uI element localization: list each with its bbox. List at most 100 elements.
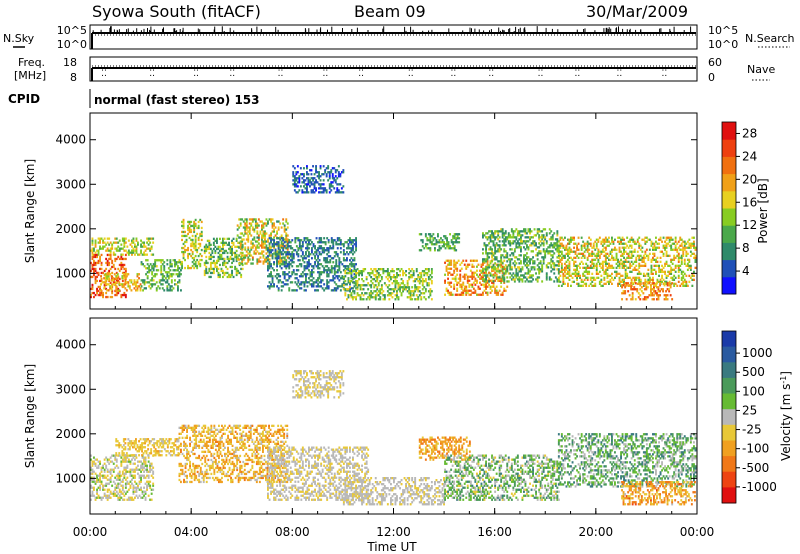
data-cell: [677, 246, 680, 249]
data-cell: [370, 268, 373, 271]
data-cell: [594, 254, 597, 257]
data-cell: [333, 289, 336, 292]
data-cell: [329, 279, 332, 282]
data-cell: [423, 272, 426, 275]
data-cell: [135, 289, 137, 292]
data-cell: [235, 259, 238, 263]
data-cell: [355, 249, 357, 252]
data-cell: [685, 282, 688, 285]
data-cell: [319, 191, 322, 194]
data-cell: [115, 271, 118, 275]
data-cell: [409, 274, 412, 277]
data-cell: [562, 268, 565, 271]
data-cell: [187, 226, 189, 230]
data-cell: [337, 173, 340, 176]
data-cell: [659, 236, 662, 239]
data-cell: [103, 287, 106, 290]
data-cell: [538, 268, 541, 271]
data-cell: [135, 245, 138, 248]
data-cell: [626, 252, 629, 255]
data-cell: [306, 237, 309, 240]
data-cell: [503, 240, 506, 243]
data-cell: [103, 462, 106, 465]
data-cell: [454, 277, 457, 280]
data-cell: [683, 248, 686, 251]
data-cell: [100, 474, 103, 477]
data-cell: [342, 288, 345, 291]
data-cell: [370, 290, 373, 293]
data-cell: [427, 247, 430, 250]
data-cell: [254, 246, 257, 249]
data-cell: [293, 181, 296, 184]
data-cell: [193, 246, 196, 250]
data-cell: [629, 240, 632, 243]
data-cell: [136, 273, 139, 276]
data-cell: [497, 248, 500, 251]
data-cell: [524, 258, 527, 261]
data-cell: [331, 167, 334, 170]
data-cell: [661, 240, 663, 243]
data-cell: [663, 298, 666, 301]
data-cell: [550, 242, 553, 245]
data-cell: [182, 222, 185, 226]
data-cell: [174, 265, 176, 268]
data-cell: [579, 266, 581, 269]
data-cell: [635, 256, 638, 259]
data-cell: [551, 268, 554, 271]
data-cell: [589, 254, 592, 257]
data-cell: [355, 241, 357, 244]
data-cell: [521, 268, 524, 271]
data-cell: [399, 270, 401, 273]
data-cell: [660, 288, 663, 291]
data-cell: [282, 247, 285, 250]
data-cell: [150, 253, 153, 256]
data-cell: [235, 267, 238, 271]
data-cell: [124, 277, 127, 281]
data-cell: [100, 468, 103, 471]
data-cell: [650, 284, 652, 287]
data-cell: [568, 260, 571, 263]
data-cell: [352, 245, 354, 248]
data-cell: [444, 247, 447, 250]
data-cell: [551, 250, 554, 253]
data-cell: [103, 488, 106, 491]
colorbar-tick-label: 12: [742, 218, 757, 232]
data-cell: [550, 250, 553, 253]
data-cell: [190, 230, 193, 234]
data-cell: [349, 268, 351, 271]
data-cell: [557, 260, 560, 263]
data-cell: [148, 267, 151, 270]
data-cell: [118, 277, 121, 281]
data-cell: [595, 272, 598, 275]
data-cell: [492, 265, 495, 268]
data-cell: [265, 256, 268, 259]
data-cell: [236, 234, 239, 237]
data-cell: [463, 273, 466, 276]
data-cell: [674, 244, 677, 247]
data-cell: [151, 265, 154, 268]
data-cell: [630, 236, 633, 239]
data-cell: [268, 244, 271, 247]
data-cell: [115, 249, 118, 252]
data-cell: [344, 253, 347, 256]
data-cell: [116, 277, 119, 280]
data-cell: [262, 224, 265, 227]
data-cell: [551, 238, 554, 241]
data-cell: [127, 285, 130, 288]
data-cell: [226, 271, 229, 275]
data-cell: [209, 275, 212, 279]
data-cell: [492, 240, 495, 243]
nave-dip: ⁚⁚: [488, 69, 494, 79]
data-cell: [121, 263, 124, 267]
data-cell: [396, 268, 398, 271]
data-cell: [191, 234, 194, 238]
data-cell: [307, 179, 310, 182]
data-cell: [582, 284, 585, 287]
data-cell: [374, 268, 377, 271]
data-cell: [208, 247, 211, 251]
data-cell: [643, 284, 646, 287]
data-cell: [111, 271, 114, 275]
data-cell: [211, 267, 214, 271]
data-cell: [169, 273, 172, 276]
